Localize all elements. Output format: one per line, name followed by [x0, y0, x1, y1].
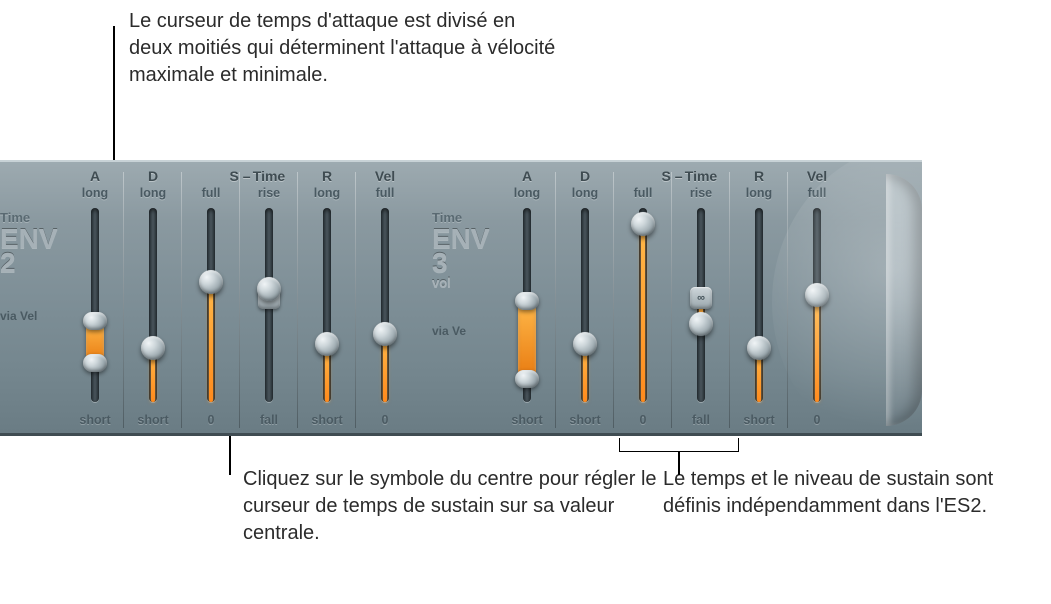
env2-slider-2-toplabel: full [182, 186, 240, 200]
env2-viavel: via Vel [0, 309, 64, 323]
env2-slider-0-botlabel: short [66, 413, 124, 427]
env2-slider-3-toplabel: rise [240, 186, 298, 200]
env3-slider-1-botlabel: short [556, 413, 614, 427]
env3-slider-4-botlabel: short [730, 413, 788, 427]
env2-slider-row: AlongshortDlongshortS –full0Timerisefall… [66, 162, 414, 433]
env2-slider-4-toplabel: long [298, 186, 356, 200]
env2-name: ENV2 [0, 227, 64, 275]
env3-slider-0-botlabel: short [498, 413, 556, 427]
env2-slider-1-toplabel: long [124, 186, 182, 200]
callout-attack-text: Le curseur de temps d'attaque est divisé… [129, 8, 559, 89]
env2-slider-4: Rlong short [298, 162, 356, 433]
env2-slider-3: Timerisefall∞ [240, 162, 298, 433]
env3-slider-5-head: Vel [788, 168, 846, 184]
env3-slider-row: AlongshortDlongshortS –full0Timerisefall… [498, 162, 846, 433]
env2-slider-0-track [91, 208, 99, 402]
env3-attack-body[interactable] [518, 301, 536, 379]
env3-name: ENV3 [432, 227, 496, 275]
env2-slider-4-head: R [298, 168, 356, 184]
env2-slider-0: Along short [66, 162, 124, 433]
env3-slider-4-head: R [730, 168, 788, 184]
env2-slider-5-knob[interactable] [373, 322, 397, 346]
env3-slider-3-head: Time [672, 168, 730, 184]
env2-slider-1-botlabel: short [124, 413, 182, 427]
env2-label-col: TimeENV2via Vel [0, 210, 64, 390]
env3-slider-5-botlabel: 0 [788, 413, 846, 427]
env2-slider-2-botlabel: 0 [182, 413, 240, 427]
env3-slider-1-toplabel: long [556, 186, 614, 200]
env3-label-col: TimeENV3volvia Ve [432, 210, 496, 390]
env3-slider-5: Vel full 0 [788, 162, 846, 433]
env2-slider-0-toplabel: long [66, 186, 124, 200]
env3-slider-5-knob[interactable] [805, 283, 829, 307]
envelope-panel: TimeENV2via VelAlongshortDlongshortS –fu… [0, 160, 922, 436]
env2-slider-3-knob[interactable] [257, 277, 281, 301]
callout-sustain-text: Le temps et le niveau de sustain sont dé… [663, 466, 1051, 520]
callout-sustain-line [678, 452, 680, 475]
env2-slider-2-fill [209, 282, 213, 402]
env2-block: TimeENV2via VelAlongshortDlongshortS –fu… [0, 162, 426, 433]
env2-slider-5-head: Vel [356, 168, 414, 184]
env3-slider-2-fill [641, 224, 645, 402]
env3-slider-3: Time rise fall ∞ [672, 162, 730, 433]
env3-attack-max-cap[interactable] [515, 292, 539, 310]
env2-attack-min-cap[interactable] [83, 354, 107, 372]
env2-slider-2: S –full0 [182, 162, 240, 433]
env3-attack-min-cap[interactable] [515, 370, 539, 388]
env3-viavel: via Ve [432, 324, 496, 338]
env2-slider-1-knob[interactable] [141, 336, 165, 360]
env3-slider-3-toplabel: rise [672, 186, 730, 200]
env2-slider-5: Vel full 0 [356, 162, 414, 433]
env2-slider-5-botlabel: 0 [356, 413, 414, 427]
env2-slider-0-head: A [66, 168, 124, 184]
env2-slider-3-botlabel: fall [240, 413, 298, 427]
env3-slider-2: S –full0 [614, 162, 672, 433]
env3-slider-4-knob[interactable] [747, 336, 771, 360]
env3-block: TimeENV3volvia VeAlongshortDlongshortS –… [432, 162, 858, 433]
env3-slider-3-botlabel: fall [672, 413, 730, 427]
env2-slider-2-knob[interactable] [199, 270, 223, 294]
env2-slider-5-toplabel: full [356, 186, 414, 200]
env2-slider-1-head: D [124, 168, 182, 184]
env3-slider-1: Dlong short [556, 162, 614, 433]
env2-slider-1: Dlong short [124, 162, 182, 433]
env3-slider-5-toplabel: full [788, 186, 846, 200]
env3-slider-1-head: D [556, 168, 614, 184]
env2-slider-4-botlabel: short [298, 413, 356, 427]
env3-slider-0-head: A [498, 168, 556, 184]
env3-slider-0: Along short [498, 162, 556, 433]
env3-slider-4: Rlong short [730, 162, 788, 433]
callout-sustain-bracket [619, 438, 739, 452]
env3-sustain-center-button[interactable]: ∞ [690, 287, 712, 309]
callout-center-text: Cliquez sur le symbole du centre pour ré… [243, 466, 673, 547]
env3-slider-1-knob[interactable] [573, 332, 597, 356]
panel-endcap [886, 174, 922, 426]
env3-slider-2-toplabel: full [614, 186, 672, 200]
env3-slider-3-knob[interactable] [689, 312, 713, 336]
env2-slider-3-head: Time [240, 168, 298, 184]
env3-slider-5-fill [815, 295, 819, 402]
env2-slider-4-knob[interactable] [315, 332, 339, 356]
env3-slider-4-toplabel: long [730, 186, 788, 200]
env2-attack-max-cap[interactable] [83, 312, 107, 330]
env3-sublabel: vol [432, 275, 496, 290]
env3-slider-0-toplabel: long [498, 186, 556, 200]
env3-slider-2-knob[interactable] [631, 212, 655, 236]
env3-slider-2-botlabel: 0 [614, 413, 672, 427]
